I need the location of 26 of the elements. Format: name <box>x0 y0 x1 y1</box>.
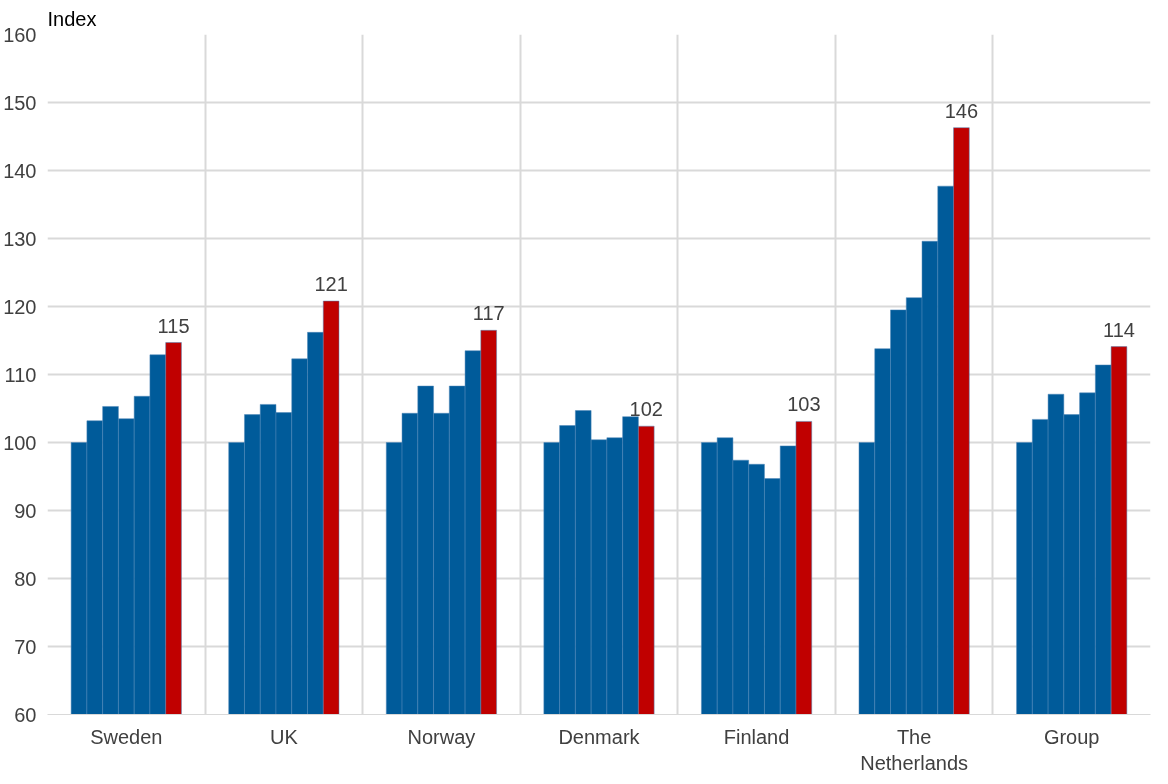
data-label: 114 <box>1103 318 1135 341</box>
x-tick-label: The Netherlands <box>860 725 969 774</box>
x-tick-label: Norway <box>407 725 476 748</box>
y-tick-label: 160 <box>3 23 37 46</box>
y-tick-label: 110 <box>4 363 37 386</box>
data-label: 117 <box>472 302 505 325</box>
y-tick-label: 120 <box>3 295 37 318</box>
y-tick-label: 100 <box>3 431 37 454</box>
x-tick-label: Denmark <box>558 725 641 748</box>
y-tick-label: 140 <box>3 159 37 182</box>
y-tick-label: 70 <box>14 635 37 658</box>
data-label: 115 <box>157 314 190 337</box>
data-label: 102 <box>629 398 663 421</box>
x-tick-label: Group <box>1043 725 1100 748</box>
data-label: 121 <box>314 273 348 296</box>
y-tick-label: 130 <box>3 227 37 250</box>
y-tick-label: 150 <box>3 91 37 114</box>
x-tick-label: UK <box>269 725 299 748</box>
x-tick-label: Sweden <box>90 725 163 748</box>
y-tick-label: 80 <box>14 567 37 590</box>
x-tick-label: Finland <box>723 725 790 748</box>
y-tick-label: 60 <box>14 703 37 726</box>
data-label: 146 <box>944 99 979 122</box>
y-axis-title: Index <box>47 7 97 30</box>
data-label: 103 <box>787 393 821 416</box>
y-tick-label: 90 <box>14 499 37 522</box>
